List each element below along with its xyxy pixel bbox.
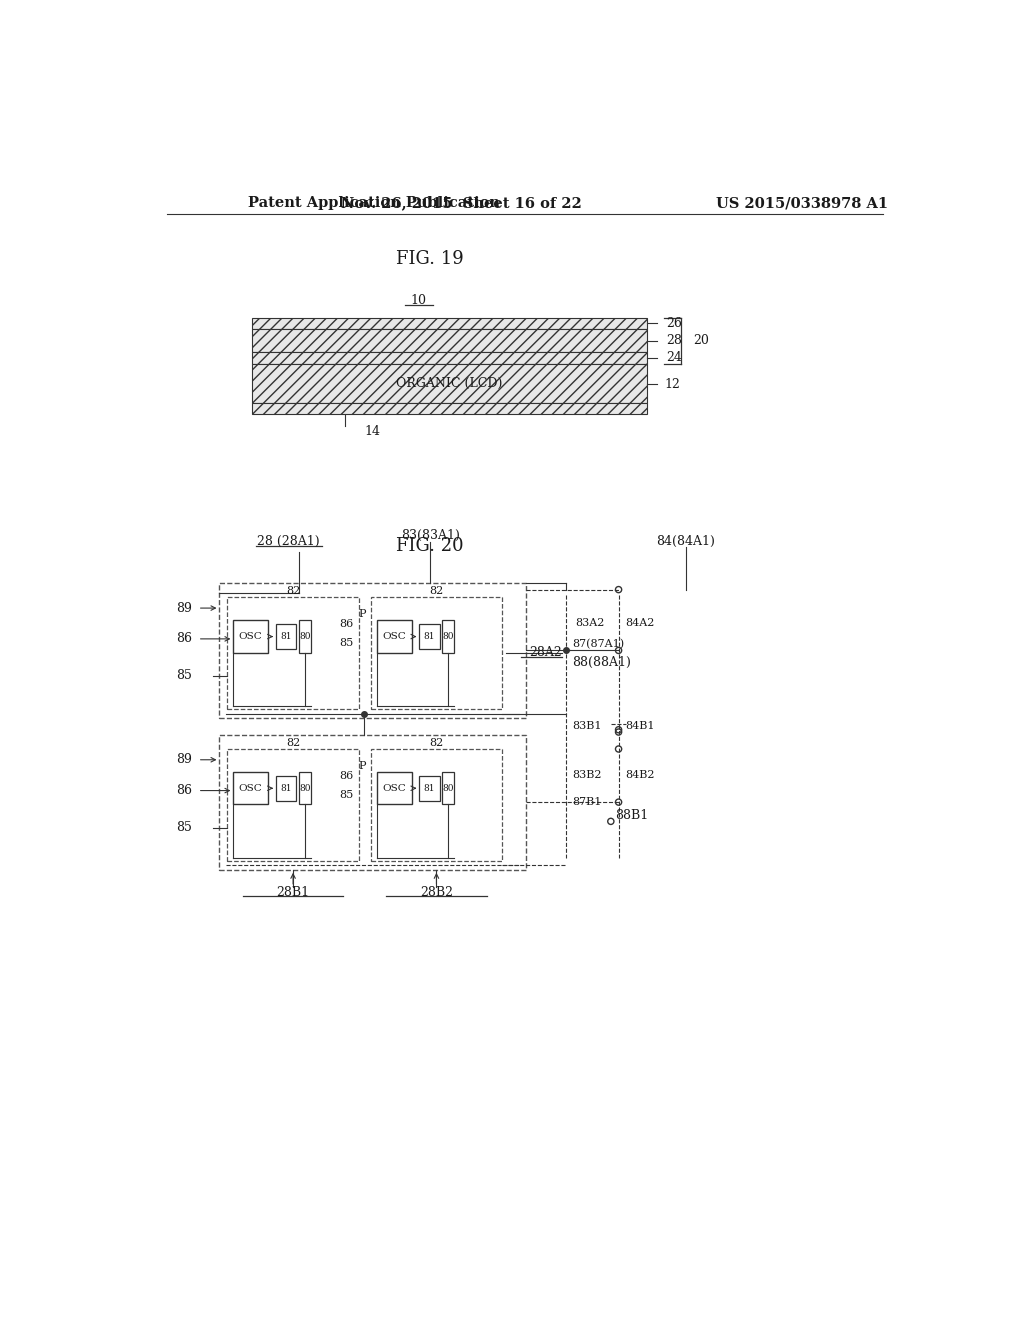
- Bar: [299, 620, 311, 653]
- Bar: [371, 597, 503, 709]
- Text: 88(88A1): 88(88A1): [572, 656, 631, 668]
- Text: 80: 80: [299, 632, 310, 642]
- Text: 84B1: 84B1: [625, 721, 654, 731]
- Text: FIG. 19: FIG. 19: [396, 249, 464, 268]
- Text: FIG. 20: FIG. 20: [396, 537, 464, 554]
- Bar: [442, 620, 455, 653]
- Bar: [233, 772, 268, 804]
- Text: 14: 14: [365, 425, 381, 438]
- Text: 80: 80: [442, 632, 454, 642]
- Text: 83B2: 83B2: [572, 770, 601, 780]
- Text: 81: 81: [424, 784, 435, 793]
- Bar: [233, 620, 268, 653]
- Bar: [252, 330, 647, 352]
- Text: 86: 86: [176, 632, 193, 645]
- Text: 89: 89: [176, 602, 193, 615]
- Text: 28B1: 28B1: [276, 887, 309, 899]
- Text: 28: 28: [667, 334, 683, 347]
- Bar: [252, 404, 647, 414]
- Bar: [219, 583, 525, 718]
- Text: 83A2: 83A2: [575, 619, 604, 628]
- Bar: [276, 776, 296, 800]
- Text: 83(83A1): 83(83A1): [400, 529, 460, 543]
- Text: OSC: OSC: [239, 784, 262, 793]
- Text: 84(84A1): 84(84A1): [656, 535, 716, 548]
- Text: 85: 85: [339, 791, 353, 800]
- Text: 20: 20: [693, 334, 709, 347]
- Text: 28 (28A1): 28 (28A1): [257, 535, 319, 548]
- Text: 87(87A1): 87(87A1): [572, 639, 625, 649]
- Text: P: P: [358, 760, 366, 771]
- Text: 85: 85: [176, 821, 193, 834]
- Bar: [377, 620, 412, 653]
- Text: ORGANIC (LCD): ORGANIC (LCD): [396, 376, 503, 389]
- Text: 86: 86: [339, 771, 353, 781]
- Text: P: P: [358, 610, 366, 619]
- Text: 28B2: 28B2: [420, 887, 453, 899]
- Text: 84B2: 84B2: [625, 770, 654, 780]
- Text: 12: 12: [665, 378, 680, 391]
- Bar: [252, 318, 647, 330]
- Text: OSC: OSC: [382, 784, 406, 793]
- Text: 81: 81: [281, 632, 292, 642]
- Text: 80: 80: [299, 784, 310, 793]
- Text: 84A2: 84A2: [625, 619, 654, 628]
- Text: 82: 82: [429, 586, 443, 597]
- Text: 28A2: 28A2: [529, 647, 562, 659]
- Text: 81: 81: [281, 784, 292, 793]
- Text: OSC: OSC: [239, 632, 262, 642]
- Text: 83B1: 83B1: [572, 721, 601, 731]
- Text: 26: 26: [667, 317, 683, 330]
- Bar: [371, 748, 503, 861]
- Text: 86: 86: [339, 619, 353, 630]
- Bar: [252, 352, 647, 364]
- Bar: [299, 772, 311, 804]
- Text: 88B1: 88B1: [614, 809, 648, 822]
- Text: Patent Application Publication: Patent Application Publication: [248, 197, 500, 210]
- Text: 85: 85: [176, 669, 193, 682]
- Text: 82: 82: [286, 738, 300, 748]
- Bar: [442, 772, 455, 804]
- Text: 80: 80: [442, 784, 454, 793]
- Bar: [219, 735, 525, 870]
- Text: 89: 89: [176, 754, 193, 767]
- Text: US 2015/0338978 A1: US 2015/0338978 A1: [716, 197, 888, 210]
- Text: 86: 86: [176, 784, 193, 797]
- Text: 82: 82: [286, 586, 300, 597]
- Text: 24: 24: [667, 351, 683, 364]
- Bar: [420, 624, 439, 649]
- Text: 81: 81: [424, 632, 435, 642]
- Bar: [252, 364, 647, 404]
- Bar: [276, 624, 296, 649]
- Text: 10: 10: [411, 294, 427, 308]
- Text: Nov. 26, 2015  Sheet 16 of 22: Nov. 26, 2015 Sheet 16 of 22: [341, 197, 582, 210]
- Text: 87B1: 87B1: [572, 797, 601, 807]
- Bar: [377, 772, 412, 804]
- Text: 85: 85: [339, 639, 353, 648]
- Text: OSC: OSC: [382, 632, 406, 642]
- Bar: [227, 597, 359, 709]
- Bar: [227, 748, 359, 861]
- Text: 82: 82: [429, 738, 443, 748]
- Bar: [420, 776, 439, 800]
